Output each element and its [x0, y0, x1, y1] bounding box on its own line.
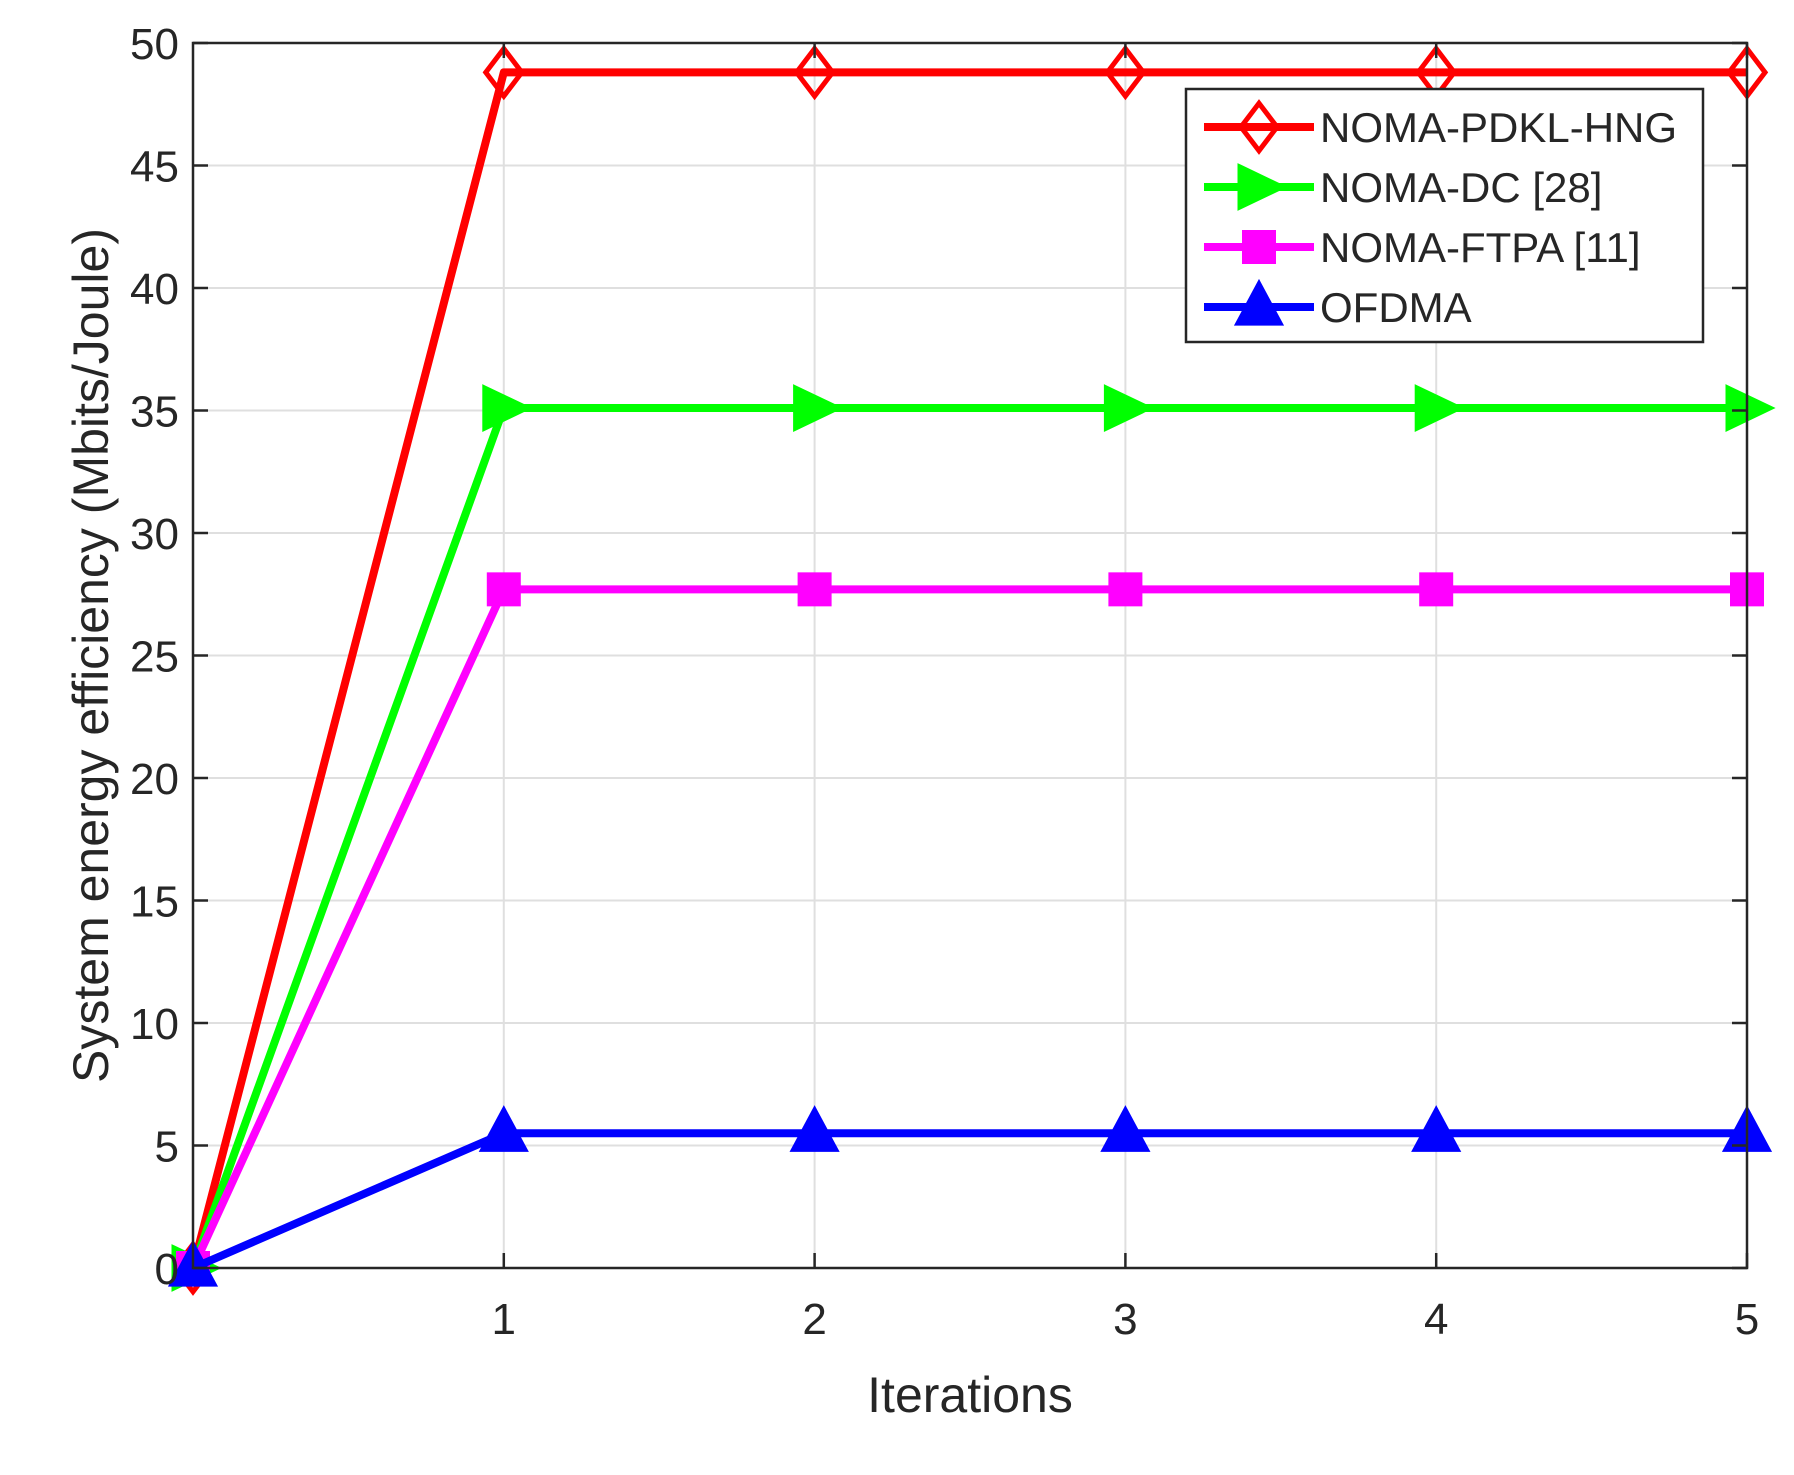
data-point	[1411, 1105, 1462, 1152]
series-3	[167, 1105, 1773, 1287]
y-tick-label: 50	[130, 20, 179, 69]
series-line	[189, 68, 1747, 1270]
y-tick-label: 0	[155, 1245, 179, 1294]
x-tick-label: 3	[1113, 1295, 1137, 1344]
legend-marker	[1233, 278, 1285, 326]
x-tick-label: 2	[802, 1295, 826, 1344]
series-line	[189, 585, 1747, 1270]
legend-item: NOMA-DC [28]	[1204, 163, 1602, 211]
data-point	[1103, 384, 1155, 432]
y-tick-label: 25	[130, 633, 179, 682]
data-point	[1108, 572, 1143, 607]
data-point	[1104, 44, 1147, 101]
legend-item: OFDMA	[1204, 278, 1472, 331]
tick-layer	[193, 41, 1749, 1270]
data-point	[797, 572, 832, 607]
series-1	[171, 384, 1776, 1292]
y-tick-labels: 0 5 10 15 20 25 30 35 40 45 50	[130, 20, 179, 1294]
y-tick-label: 5	[155, 1123, 179, 1172]
data-point	[486, 572, 521, 607]
data-point	[482, 44, 525, 101]
legend-label: NOMA-FTPA [11]	[1320, 224, 1641, 271]
y-tick-label: 15	[130, 878, 179, 927]
data-point	[789, 1105, 840, 1152]
data-point	[478, 1105, 529, 1152]
data-point	[793, 384, 844, 432]
legend-label: OFDMA	[1320, 284, 1472, 331]
legend: NOMA-PDKL-HNG NOMA-DC [28] NOMA-FTPA [11] O…	[1184, 87, 1705, 344]
x-tick-label: 1	[492, 1295, 516, 1344]
data-point	[1100, 1105, 1151, 1152]
y-axis-label: System energy efficiency (Mbits/Joule)	[63, 228, 119, 1083]
data-point	[1414, 384, 1465, 432]
x-tick-label: 4	[1424, 1295, 1448, 1344]
legend-marker	[1237, 99, 1281, 155]
y-tick-label: 30	[130, 510, 179, 559]
y-tick-label: 35	[130, 388, 179, 437]
series-line	[191, 1129, 1747, 1272]
series-layer	[167, 44, 1776, 1296]
legend-item: NOMA-FTPA [11]	[1204, 224, 1641, 271]
legend-label: NOMA-DC [28]	[1320, 164, 1602, 211]
legend-label: NOMA-PDKL-HNG	[1320, 104, 1677, 151]
data-point	[482, 384, 533, 432]
y-tick-label: 10	[130, 1000, 179, 1049]
legend-marker	[1237, 163, 1288, 211]
data-point	[1725, 384, 1776, 432]
x-tick-labels: 1 2 3 4 5	[492, 1295, 1760, 1344]
data-point	[1419, 572, 1454, 607]
y-tick-label: 20	[130, 755, 179, 804]
data-point	[793, 44, 836, 101]
y-tick-label: 45	[130, 143, 179, 192]
x-tick-label: 5	[1735, 1295, 1759, 1344]
series-line	[189, 404, 1747, 1270]
y-tick-label: 40	[130, 265, 179, 314]
series-2	[176, 572, 1764, 1285]
x-axis-label: Iterations	[867, 1367, 1073, 1423]
legend-item: NOMA-PDKL-HNG	[1204, 99, 1677, 155]
legend-marker	[1242, 230, 1276, 264]
